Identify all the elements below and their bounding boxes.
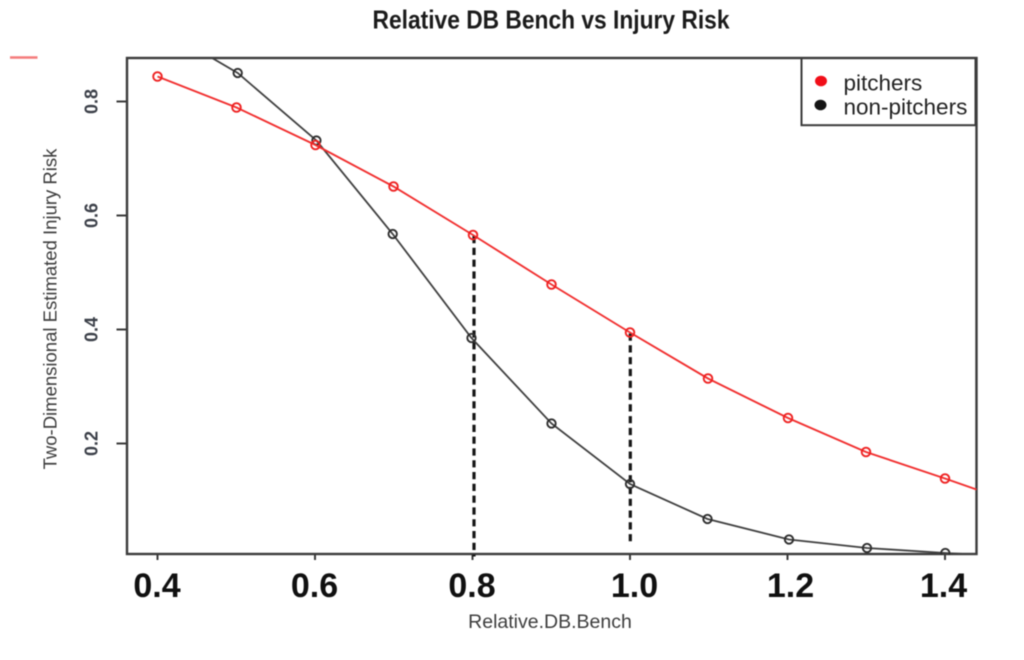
svg-text:Relative DB Bench vs Injury Ri: Relative DB Bench vs Injury Risk	[373, 5, 730, 35]
svg-text:0.8: 0.8	[448, 567, 495, 605]
svg-text:0.6: 0.6	[82, 203, 102, 228]
svg-text:0.4: 0.4	[133, 567, 180, 605]
svg-text:pitchers: pitchers	[844, 71, 923, 96]
svg-text:Two-Dimensional Estimated Inju: Two-Dimensional Estimated Injury Risk	[40, 148, 61, 470]
svg-text:Relative.DB.Bench: Relative.DB.Bench	[468, 611, 632, 633]
svg-text:1.4: 1.4	[920, 567, 967, 605]
svg-text:0.8: 0.8	[82, 89, 102, 114]
svg-text:0.4: 0.4	[82, 317, 102, 342]
svg-text:0.6: 0.6	[291, 567, 338, 605]
svg-text:non-pitchers: non-pitchers	[844, 95, 968, 120]
svg-text:1.0: 1.0	[611, 567, 658, 605]
svg-text:0.2: 0.2	[82, 431, 102, 456]
svg-text:1.2: 1.2	[767, 567, 814, 605]
